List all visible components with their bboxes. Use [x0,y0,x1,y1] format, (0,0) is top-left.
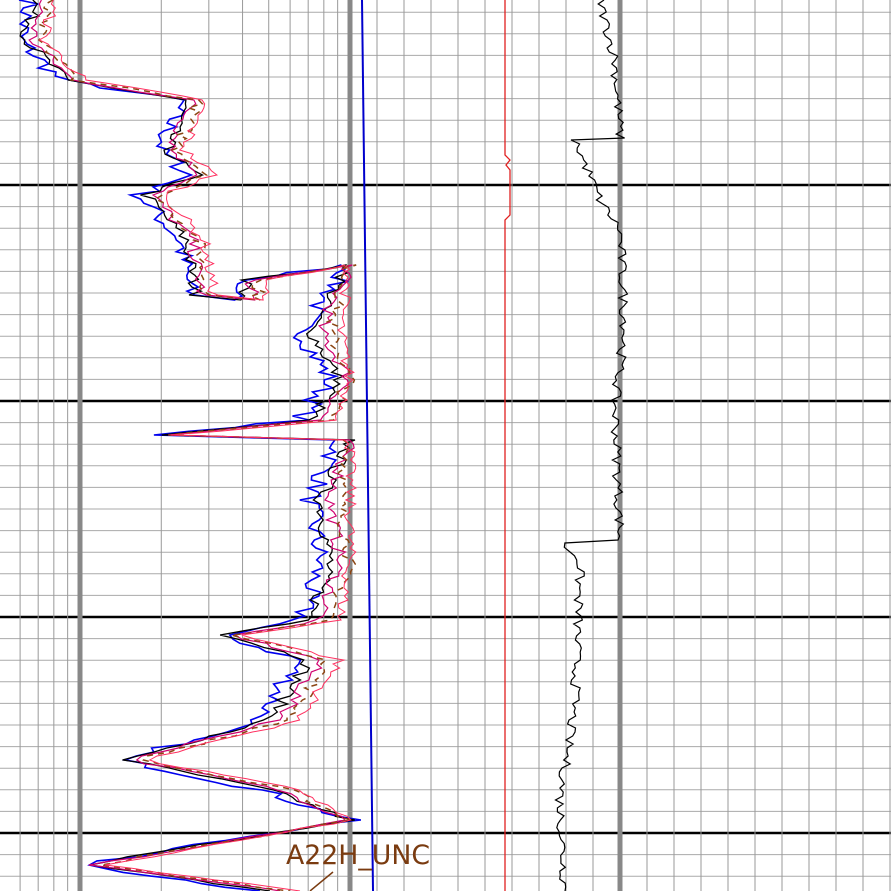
curve-label: A22H_UNC [286,840,430,871]
blue-curve [361,0,374,891]
resistivity-curve [36,0,357,891]
label-leader [309,871,334,891]
resistivity-curve [18,0,362,891]
resistivity-curve [28,0,355,891]
resistivity-curve [19,0,356,891]
curves [18,0,629,891]
resistivity-curve [38,0,357,891]
red-curve [504,0,511,891]
black-curve [554,0,629,891]
